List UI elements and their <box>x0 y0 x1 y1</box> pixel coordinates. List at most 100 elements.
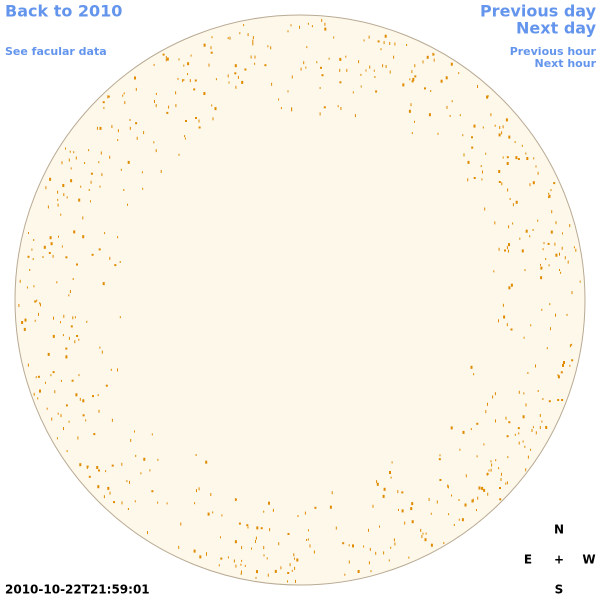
facula <box>554 242 556 246</box>
facula <box>458 518 460 521</box>
next-day-link[interactable]: Next day <box>516 19 597 38</box>
facula <box>550 189 552 192</box>
facula <box>52 254 54 258</box>
facula <box>117 129 119 133</box>
facula <box>498 319 499 323</box>
facula <box>98 161 100 164</box>
facula <box>250 55 252 59</box>
facula <box>483 443 485 446</box>
facula <box>239 32 241 35</box>
solar-disk <box>14 14 586 586</box>
facula <box>287 533 290 535</box>
facula <box>134 76 136 80</box>
facula <box>66 450 68 453</box>
facula <box>154 100 155 103</box>
facula <box>329 505 332 509</box>
facula <box>339 68 341 72</box>
facula <box>42 256 44 258</box>
facula <box>548 264 550 267</box>
facular-data-link[interactable]: See facular data <box>5 45 107 58</box>
facula <box>268 501 270 505</box>
facula <box>256 570 258 574</box>
facula <box>289 563 291 567</box>
facula <box>481 486 484 490</box>
facula <box>85 419 87 422</box>
facula <box>221 514 223 517</box>
facula <box>502 156 504 159</box>
facula <box>368 35 370 39</box>
facula <box>471 146 474 149</box>
facula <box>523 336 525 339</box>
facula <box>190 54 192 57</box>
facula <box>384 34 387 38</box>
facula <box>234 540 237 544</box>
facula <box>487 492 489 496</box>
facula <box>291 107 293 111</box>
faculae <box>18 18 581 583</box>
facula <box>77 436 79 440</box>
facula <box>33 285 35 288</box>
facula <box>233 559 235 563</box>
facula <box>241 570 242 574</box>
facula <box>440 79 443 83</box>
facula <box>208 63 210 67</box>
facula <box>307 538 309 541</box>
facula <box>557 375 560 379</box>
facula <box>182 79 184 83</box>
facula <box>521 144 523 147</box>
facula <box>76 335 79 337</box>
facula <box>397 490 399 494</box>
facula <box>92 395 94 398</box>
facula <box>29 269 31 271</box>
facula <box>321 74 324 77</box>
previous-hour-link[interactable]: Previous hour <box>510 45 597 58</box>
facula <box>280 566 282 570</box>
facula <box>307 22 309 25</box>
facula <box>114 264 117 267</box>
facula <box>505 482 507 485</box>
facula <box>410 507 413 511</box>
facula <box>476 509 477 512</box>
facula <box>499 498 502 501</box>
facula <box>269 528 271 532</box>
next-hour-link[interactable]: Next hour <box>535 57 597 70</box>
facula <box>293 553 295 557</box>
back-link[interactable]: Back to 2010 <box>5 2 122 21</box>
facula <box>446 105 448 109</box>
facula <box>494 392 496 396</box>
facula <box>65 355 68 359</box>
previous-day-link[interactable]: Previous day <box>480 2 597 21</box>
facula <box>382 494 385 498</box>
facula <box>546 347 548 350</box>
facula <box>337 105 339 108</box>
facula <box>58 235 59 238</box>
facula <box>54 390 56 394</box>
facula <box>309 544 311 548</box>
facula <box>72 316 74 320</box>
facula <box>271 82 273 86</box>
facula <box>175 91 177 95</box>
facula <box>339 81 342 84</box>
facula <box>27 255 30 258</box>
facula <box>563 361 565 364</box>
facula <box>342 542 345 545</box>
facula <box>102 282 105 286</box>
facula <box>502 303 504 307</box>
facula <box>411 132 413 135</box>
facula <box>151 433 153 436</box>
facula <box>34 300 37 303</box>
facula <box>86 320 88 323</box>
facula <box>514 141 516 144</box>
facula <box>377 40 380 43</box>
facula <box>31 248 33 251</box>
facula <box>19 279 21 283</box>
facula <box>561 246 563 250</box>
facula <box>438 458 441 461</box>
facula <box>518 432 520 435</box>
facula <box>532 426 534 429</box>
facula <box>525 468 527 472</box>
facula <box>555 253 558 257</box>
facula <box>184 137 186 140</box>
facula <box>266 557 268 560</box>
facula <box>162 53 165 56</box>
